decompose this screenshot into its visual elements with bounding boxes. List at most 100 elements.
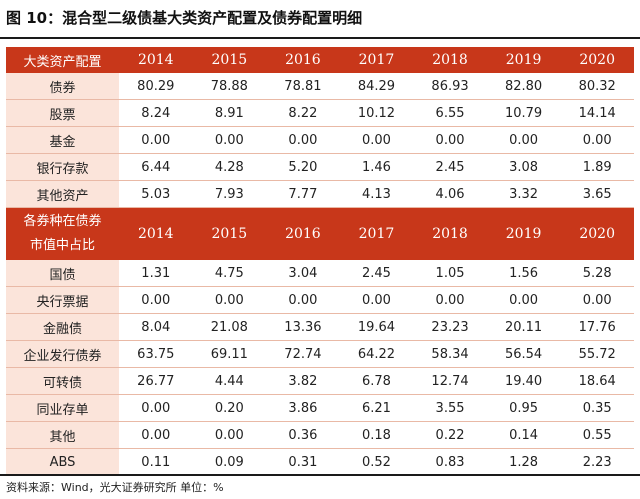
value-cell: 26.77 [119,367,193,395]
value-cell: 3.04 [266,260,340,287]
row-label: 其他资产 [6,180,119,208]
year-header: 2016 [266,207,340,260]
figure-title: 图 10：混合型二级债基大类资产配置及债券配置明细 [6,9,363,27]
header-label-line: 各券种在债券 [23,214,102,229]
value-cell: 0.00 [266,126,340,154]
year-header: 2015 [192,47,267,73]
value-cell: 80.32 [560,73,634,100]
value-cell: 3.32 [486,180,561,208]
table-row: 银行存款 6.44 4.28 5.20 1.46 2.45 3.08 1.89 [6,153,634,181]
table-row: 其他资产 5.03 7.93 7.77 4.13 4.06 3.32 3.65 [6,180,634,208]
value-cell: 10.12 [339,99,414,127]
value-cell: 64.22 [339,340,414,368]
value-cell: 82.80 [486,73,561,100]
value-cell: 21.08 [192,313,267,341]
value-cell: 3.65 [560,180,634,208]
value-cell: 0.00 [119,286,193,314]
table2-header-row: 各券种在债券 市值中占比 2014 2015 2016 2017 2018 2019 2020 [6,207,634,260]
table-row: ABS 0.11 0.09 0.31 0.52 0.83 1.28 2.23 [6,448,634,476]
year-header: 2020 [560,207,634,260]
value-cell: 58.34 [413,340,487,368]
value-cell: 7.93 [192,180,267,208]
year-header: 2020 [560,47,634,73]
value-cell: 10.79 [486,99,561,127]
value-cell: 78.88 [192,73,267,100]
allocation-table: 大类资产配置 2014 2015 2016 2017 2018 2019 2020 债券 80.2… [6,47,634,476]
year-header: 2014 [119,47,193,73]
value-cell: 0.09 [192,448,267,476]
value-cell: 0.83 [413,448,487,476]
table-row: 央行票据 0.00 0.00 0.00 0.00 0.00 0.00 0.00 [6,286,634,314]
year-header: 2015 [192,207,267,260]
year-header: 2014 [119,207,193,260]
value-cell: 0.00 [119,126,193,154]
value-cell: 0.11 [119,448,193,476]
value-cell: 4.44 [192,367,267,395]
table1-header-label: 大类资产配置 [6,47,119,73]
value-cell: 78.81 [266,73,340,100]
value-cell: 1.56 [486,260,561,287]
year-header: 2018 [413,47,487,73]
value-cell: 14.14 [560,99,634,127]
value-cell: 86.93 [413,73,487,100]
value-cell: 3.82 [266,367,340,395]
value-cell: 5.03 [119,180,193,208]
row-label: 央行票据 [6,286,119,314]
value-cell: 8.04 [119,313,193,341]
value-cell: 2.23 [560,448,634,476]
value-cell: 20.11 [486,313,561,341]
value-cell: 4.28 [192,153,267,181]
value-cell: 63.75 [119,340,193,368]
row-label: 银行存款 [6,153,119,181]
table-row: 国债 1.31 4.75 3.04 2.45 1.05 1.56 5.28 [6,260,634,287]
year-header: 2019 [486,207,561,260]
value-cell: 0.22 [413,421,487,449]
row-label: 其他 [6,421,119,449]
value-cell: 4.75 [192,260,267,287]
value-cell: 19.40 [486,367,561,395]
value-cell: 1.05 [413,260,487,287]
year-header: 2017 [339,47,414,73]
table-row: 可转债 26.77 4.44 3.82 6.78 12.74 19.40 18.64 [6,367,634,395]
value-cell: 19.64 [339,313,414,341]
value-cell: 8.91 [192,99,267,127]
value-cell: 0.95 [486,394,561,422]
value-cell: 17.76 [560,313,634,341]
value-cell: 5.20 [266,153,340,181]
value-cell: 5.28 [560,260,634,287]
value-cell: 0.00 [413,286,487,314]
value-cell: 0.14 [486,421,561,449]
row-label: 债券 [6,73,119,100]
value-cell: 12.74 [413,367,487,395]
table-row: 基金 0.00 0.00 0.00 0.00 0.00 0.00 0.00 [6,126,634,154]
value-cell: 1.89 [560,153,634,181]
row-label: 可转债 [6,367,119,395]
value-cell: 0.55 [560,421,634,449]
value-cell: 0.36 [266,421,340,449]
value-cell: 0.00 [119,421,193,449]
value-cell: 0.18 [339,421,414,449]
table2-header-label: 各券种在债券 市值中占比 [6,207,119,260]
table-row: 同业存单 0.00 0.20 3.86 6.21 3.55 0.95 0.35 [6,394,634,422]
value-cell: 6.78 [339,367,414,395]
value-cell: 0.00 [486,286,561,314]
value-cell: 0.31 [266,448,340,476]
row-label: 国债 [6,260,119,287]
value-cell: 0.00 [192,286,267,314]
row-label: ABS [6,448,119,476]
value-cell: 6.55 [413,99,487,127]
header-label-line: 市值中占比 [29,238,95,253]
row-label: 股票 [6,99,119,127]
value-cell: 4.06 [413,180,487,208]
value-cell: 72.74 [266,340,340,368]
year-header: 2016 [266,47,340,73]
value-cell: 8.24 [119,99,193,127]
row-label: 同业存单 [6,394,119,422]
year-header: 2018 [413,207,487,260]
year-header: 2017 [339,207,414,260]
value-cell: 2.45 [413,153,487,181]
value-cell: 80.29 [119,73,193,100]
value-cell: 0.00 [192,126,267,154]
value-cell: 1.31 [119,260,193,287]
value-cell: 23.23 [413,313,487,341]
